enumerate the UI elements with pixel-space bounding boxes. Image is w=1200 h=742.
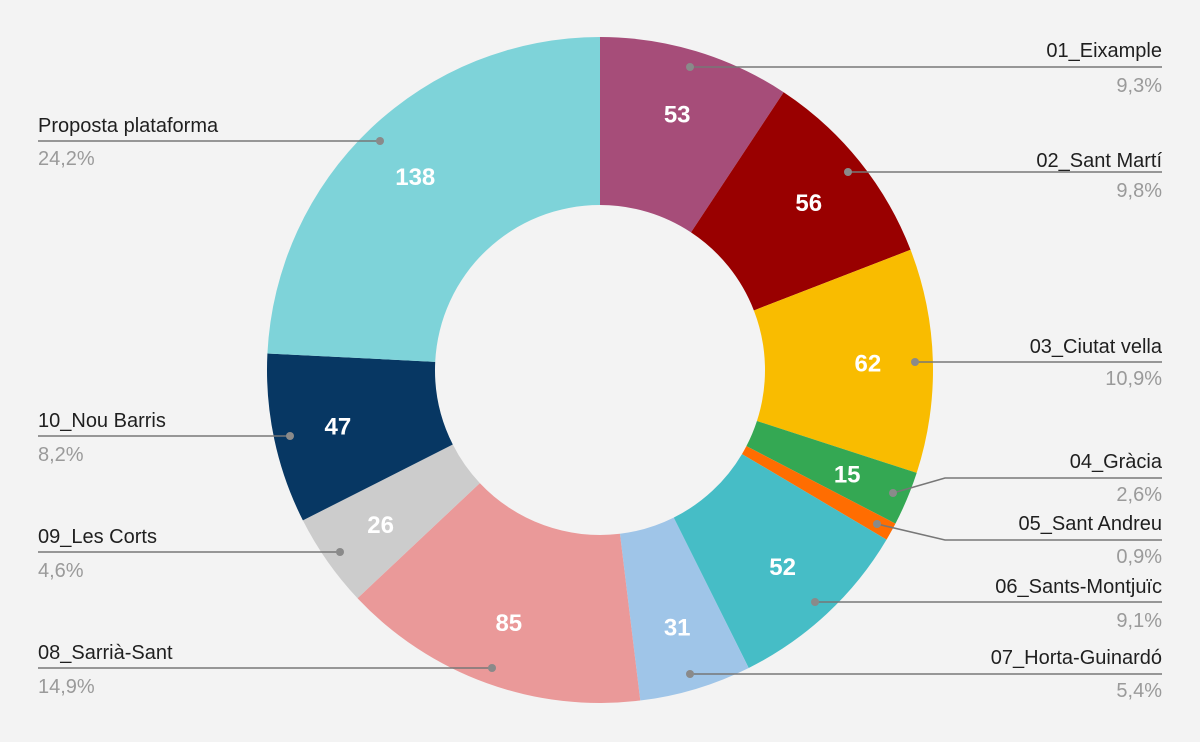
leader-dot: [488, 664, 496, 672]
slice-name: 09_Les Corts: [38, 526, 157, 548]
slice-0: [600, 37, 784, 233]
leader-label: 04_Gràcia 2,6%: [889, 451, 1163, 506]
leader-label: 10_Nou Barris 8,2%: [38, 410, 294, 466]
value-label: 138: [395, 164, 435, 191]
slice-name: 08_Sarrià-Sant: [38, 642, 173, 664]
leader-label: 01_Eixample 9,3%: [686, 40, 1162, 97]
value-label: 85: [495, 610, 522, 637]
slice-9: [267, 353, 453, 521]
slice-5: [673, 454, 887, 668]
value-label: 31: [664, 615, 691, 642]
leader-dot: [686, 670, 694, 678]
value-label: 52: [769, 554, 796, 581]
slice-percent: 14,9%: [38, 676, 95, 698]
slice-8: [302, 444, 480, 599]
slice-name: 10_Nou Barris: [38, 410, 166, 432]
slice-10: [267, 37, 600, 362]
leader-label: Proposta plataforma 24,2%: [38, 115, 384, 170]
slice-percent: 5,4%: [1116, 680, 1162, 702]
leader-dot: [873, 520, 881, 528]
leader-dot: [686, 63, 694, 71]
leader-dot: [811, 598, 819, 606]
value-label: 26: [367, 512, 394, 539]
slice-percent: 9,8%: [1116, 180, 1162, 202]
leader-dot: [844, 168, 852, 176]
leader-dot: [336, 548, 344, 556]
leader-label: 05_Sant Andreu 0,9%: [873, 513, 1162, 568]
slice-name: 02_Sant Martí: [1036, 150, 1162, 172]
slice-percent: 4,6%: [38, 560, 84, 582]
slice-name: 03_Ciutat vella: [1030, 336, 1163, 358]
leader-dot: [911, 358, 919, 366]
leader-line: [892, 477, 1162, 494]
slice-1: [691, 92, 911, 311]
leader-dot: [376, 137, 384, 145]
leader-label: 06_Sants-Montjuïc 9,1%: [811, 576, 1162, 632]
leader-label: 02_Sant Martí 9,8%: [844, 150, 1162, 202]
slice-percent: 10,9%: [1105, 368, 1162, 390]
slice-name: 06_Sants-Montjuïc: [995, 576, 1162, 598]
slice-6: [619, 517, 749, 701]
slice-percent: 24,2%: [38, 148, 95, 170]
slice-percent: 0,9%: [1116, 546, 1162, 568]
value-label: 53: [664, 101, 691, 128]
slice-percent: 8,2%: [38, 444, 84, 466]
leader-label: 09_Les Corts 4,6%: [38, 526, 344, 582]
slice-percent: 9,1%: [1116, 610, 1162, 632]
slice-3: [746, 420, 917, 524]
slice-percent: 9,3%: [1116, 75, 1162, 97]
leader-label: 08_Sarrià-Sant 14,9%: [38, 642, 496, 698]
value-label: 62: [855, 351, 882, 378]
leader-dot: [889, 489, 897, 497]
leader-label: 07_Horta-Guinardó 5,4%: [686, 647, 1162, 702]
slice-name: 01_Eixample: [1046, 40, 1162, 62]
leader-dot: [286, 432, 294, 440]
slice-7: [357, 483, 641, 703]
leader-label: 03_Ciutat vella 10,9%: [911, 336, 1163, 390]
slice-name: 04_Gràcia: [1070, 451, 1163, 473]
value-label: 15: [834, 462, 861, 489]
slice-name: 05_Sant Andreu: [1019, 513, 1162, 535]
slice-name: 07_Horta-Guinardó: [991, 647, 1162, 669]
slice-4: [741, 446, 896, 540]
slice-name: Proposta plataforma: [38, 115, 219, 137]
value-label: 47: [325, 414, 352, 441]
slice-2: [753, 249, 933, 473]
value-label: 56: [795, 190, 822, 217]
leader-line: [876, 523, 1162, 541]
slice-percent: 2,6%: [1116, 484, 1162, 506]
